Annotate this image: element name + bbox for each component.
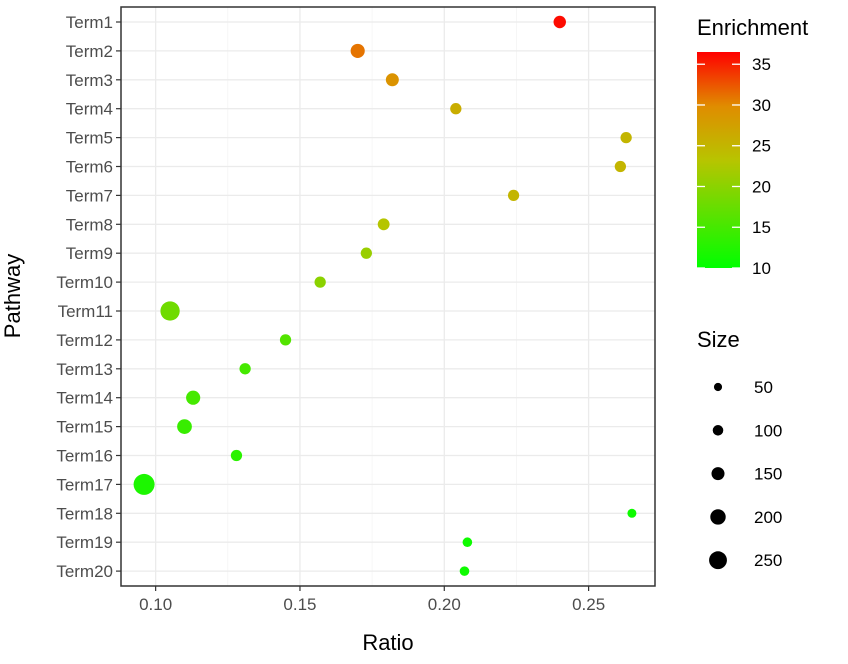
x-axis-ticks: 0.10 0.15 0.20 0.25 <box>139 586 605 614</box>
y-tick-label: Term4 <box>66 100 113 119</box>
y-tick-label: Term8 <box>66 215 113 234</box>
y-axis-ticks: Term1 Term2 Term3 Term4 Term5 Term6 Term7 Term8… <box>56 13 121 581</box>
colorbar-tick-label: 25 <box>752 137 771 156</box>
color-legend-title: Enrichment <box>697 15 808 40</box>
y-tick-label: Term17 <box>56 475 113 494</box>
x-tick-label: 0.25 <box>572 595 605 614</box>
data-point <box>620 131 632 144</box>
colorbar-tick-label: 15 <box>752 218 771 237</box>
data-point <box>627 508 637 518</box>
size-legend-circle <box>709 551 727 570</box>
y-tick-label: Term16 <box>56 447 113 466</box>
data-point <box>450 103 462 115</box>
y-tick-label: Term6 <box>66 158 113 177</box>
colorbar-tick-label: 20 <box>752 177 771 196</box>
data-point <box>133 473 155 495</box>
size-legend: Size 50 100 150 200 250 <box>697 327 782 570</box>
data-point <box>377 218 390 231</box>
x-tick-label: 0.15 <box>283 595 316 614</box>
y-tick-label: Term5 <box>66 129 113 148</box>
x-tick-label: 0.10 <box>139 595 172 614</box>
size-legend-label: 150 <box>754 465 782 484</box>
y-tick-label: Term12 <box>56 331 113 350</box>
y-tick-label: Term2 <box>66 42 113 61</box>
data-point <box>186 390 201 405</box>
data-point <box>360 247 372 259</box>
y-tick-label: Term20 <box>56 562 113 581</box>
y-tick-label: Term15 <box>56 418 113 437</box>
y-tick-label: Term7 <box>66 186 113 205</box>
y-tick-label: Term10 <box>56 273 113 292</box>
y-tick-label: Term9 <box>66 244 113 263</box>
data-point <box>507 189 520 202</box>
data-point <box>459 566 470 576</box>
data-point <box>614 160 627 173</box>
data-point <box>279 334 292 346</box>
y-tick-label: Term14 <box>56 389 113 408</box>
size-legend-label: 50 <box>754 378 773 397</box>
size-legend-items: 50 100 150 200 250 <box>709 378 782 570</box>
size-legend-circle <box>711 467 725 481</box>
y-axis-title: Pathway <box>0 254 25 338</box>
y-tick-label: Term3 <box>66 71 113 90</box>
data-point <box>462 537 473 547</box>
color-legend-bar <box>697 52 740 268</box>
colorbar-tick-label: 30 <box>752 96 771 115</box>
data-point <box>350 43 365 58</box>
data-point <box>177 419 192 434</box>
color-legend-ticks: 10 15 20 25 30 35 <box>697 55 771 278</box>
y-tick-label: Term18 <box>56 504 113 523</box>
size-legend-label: 100 <box>754 421 782 440</box>
size-legend-label: 250 <box>754 551 782 570</box>
data-point <box>160 301 180 321</box>
colorbar-tick-label: 10 <box>752 259 771 278</box>
data-point <box>553 15 566 29</box>
size-legend-circle <box>710 509 726 525</box>
color-legend: Enrichment 10 15 20 25 30 35 <box>697 15 808 278</box>
grid <box>121 7 655 586</box>
data-points <box>133 15 637 576</box>
y-tick-label: Term13 <box>56 360 113 379</box>
x-axis-title: Ratio <box>362 630 413 655</box>
size-legend-title: Size <box>697 327 740 352</box>
y-tick-label: Term19 <box>56 533 113 552</box>
size-legend-label: 200 <box>754 508 782 527</box>
colorbar-tick-label: 35 <box>752 55 771 74</box>
x-tick-label: 0.20 <box>428 595 461 614</box>
data-point <box>385 73 399 87</box>
y-tick-label: Term1 <box>66 13 113 32</box>
y-tick-label: Term11 <box>58 302 113 321</box>
data-point <box>314 276 326 288</box>
size-legend-circle <box>712 425 724 436</box>
data-point <box>239 363 251 375</box>
plot-panel-border <box>120 6 656 587</box>
size-legend-circle <box>713 382 723 392</box>
data-point <box>230 449 243 462</box>
